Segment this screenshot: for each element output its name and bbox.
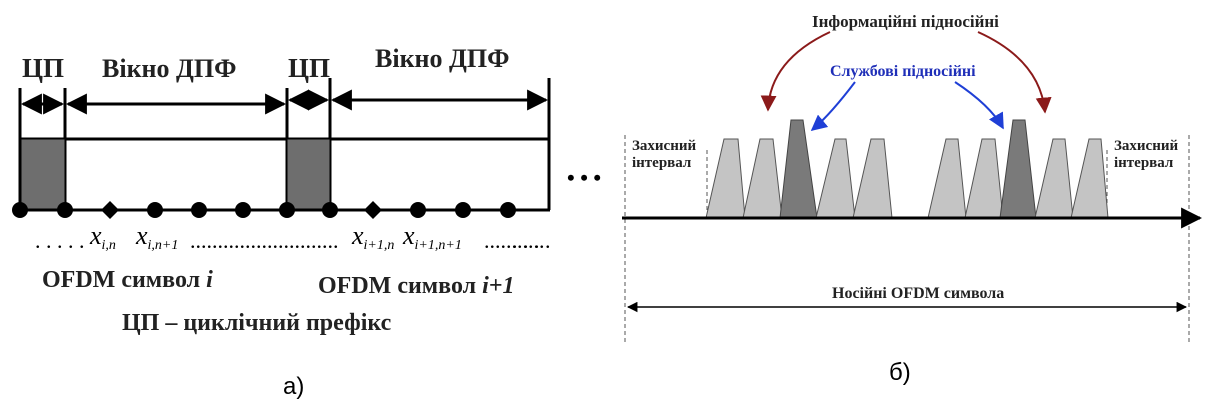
service-subcarriers-label: Службові підносійні bbox=[830, 63, 976, 80]
continuation-ellipsis: • • • bbox=[567, 165, 601, 190]
caption-a: а) bbox=[283, 373, 304, 400]
info-arrow-right bbox=[977, 31, 1052, 114]
sample-dot bbox=[147, 202, 163, 218]
caption-b: б) bbox=[889, 359, 911, 386]
info-subcarrier bbox=[815, 138, 856, 219]
dots-right: ........... bbox=[484, 228, 545, 253]
info-subcarrier bbox=[852, 138, 893, 219]
diagram-a: ЦП Вікно ДПФ ЦП Вікно ДПФ bbox=[12, 44, 601, 400]
sample-dot bbox=[500, 202, 516, 218]
sample-label-xi1n1: xi+1,n+1 bbox=[402, 221, 462, 253]
sample-dot bbox=[322, 202, 338, 218]
guard-interval-right-line2: інтервал bbox=[1114, 155, 1174, 171]
info-subcarrier bbox=[705, 138, 746, 219]
info-subcarriers-label: Інформаційні підносійні bbox=[812, 12, 999, 31]
sample-dot-diamond bbox=[364, 201, 382, 219]
info-subcarrier bbox=[742, 138, 783, 219]
info-subcarrier bbox=[1034, 138, 1074, 219]
ofdm-symbol-i1-label: OFDM символ i+1 bbox=[318, 273, 514, 299]
sample-label-xin: xi,n bbox=[89, 221, 116, 253]
sample-dot bbox=[410, 202, 426, 218]
dft-window-label-1: Вікно ДПФ bbox=[102, 54, 236, 83]
guard-interval-left-line1: Захисний bbox=[632, 138, 697, 154]
subcarriers bbox=[705, 119, 1109, 219]
dots-mid: ........................... bbox=[190, 228, 339, 253]
sample-dot bbox=[235, 202, 251, 218]
sample-dot-diamond bbox=[101, 201, 119, 219]
cp-label-2: ЦП bbox=[288, 53, 330, 83]
info-subcarrier bbox=[927, 138, 967, 219]
sample-dot bbox=[455, 202, 471, 218]
guard-interval-left-line2: інтервал bbox=[632, 155, 692, 171]
sample-label-xi1n: xi+1,n bbox=[351, 221, 394, 253]
ofdm-symbol-i-label: OFDM символ i bbox=[42, 267, 213, 293]
sample-dots bbox=[12, 201, 516, 219]
service-arrow-left bbox=[810, 81, 856, 132]
dots-left: . . . . . bbox=[35, 228, 85, 253]
service-subcarrier bbox=[999, 119, 1037, 219]
info-arrow-left bbox=[760, 31, 831, 112]
cp-legend: ЦП – циклічний префікс bbox=[122, 310, 392, 336]
diagram-b: Інформаційні підносійні Службові підносі… bbox=[622, 12, 1203, 386]
sample-dot bbox=[279, 202, 295, 218]
service-subcarrier bbox=[779, 119, 818, 219]
info-subcarrier bbox=[964, 138, 1004, 219]
sample-dot bbox=[57, 202, 73, 218]
sample-dot bbox=[191, 202, 207, 218]
guard-interval-right-line1: Захисний bbox=[1114, 138, 1179, 154]
sample-label-xin1: xi,n+1 bbox=[135, 221, 178, 253]
dft-window-label-2: Вікно ДПФ bbox=[375, 44, 509, 73]
cp-block-1 bbox=[20, 138, 66, 210]
cp-label-1: ЦП bbox=[22, 53, 64, 83]
sample-dot bbox=[12, 202, 28, 218]
service-arrow-right bbox=[954, 81, 1004, 130]
dots-end: . . . . bbox=[512, 228, 551, 253]
carriers-span-label: Носійні OFDM символа bbox=[832, 285, 1004, 302]
cp-block-2 bbox=[286, 138, 331, 210]
info-subcarrier bbox=[1070, 138, 1109, 219]
